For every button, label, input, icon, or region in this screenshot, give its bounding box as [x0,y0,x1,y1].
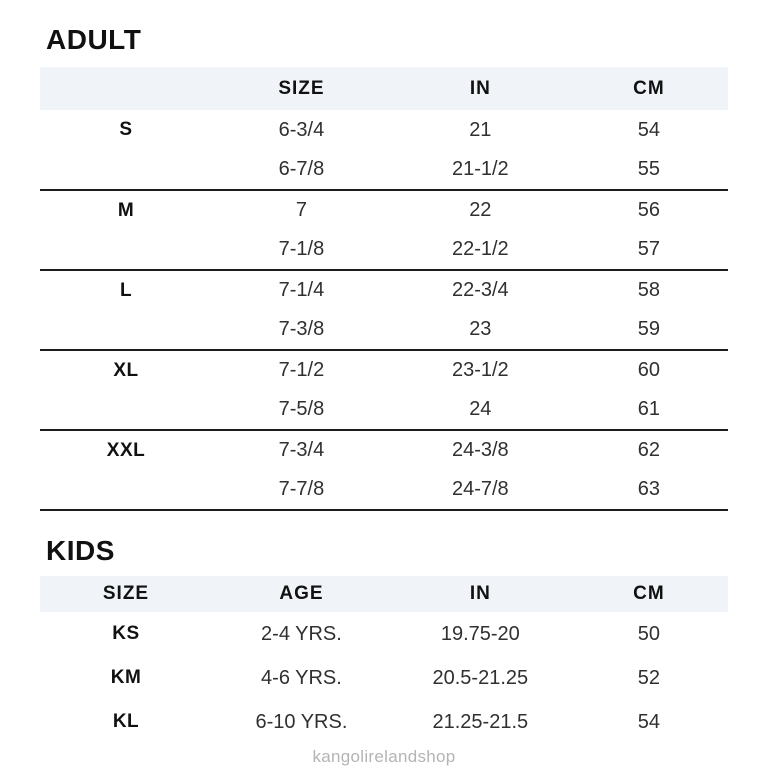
in-cell: 24 [390,390,570,431]
size-cell: 7-3/4 [278,439,325,461]
size-group-label-empty [40,470,212,511]
adult-header-row: SIZE IN CM [40,67,728,110]
table-row: S 6-3/4 21 54 [40,110,728,150]
cm-cell: 61 [569,390,728,431]
table-row: 7-3/8 23 59 [40,310,728,351]
adult-size-table: SIZE IN CM S 6-3/4 21 54 6-7/8 21-1/2 55… [40,67,728,511]
size-group-label: S [119,119,133,140]
in-cell: 22-3/4 [451,279,509,301]
table-row: 6-7/8 21-1/2 55 [40,150,728,191]
kids-header-cm: CM [633,583,665,604]
cm-cell: 52 [637,666,660,689]
table-row: 7-7/8 24-7/8 63 [40,470,728,511]
kids-header-in: IN [469,583,491,604]
kids-section-title: KIDS [46,535,115,566]
size-cell: 6-3/4 [278,118,325,141]
cm-cell: 54 [637,118,660,141]
kids-size-label: KM [110,667,142,688]
in-cell: 19.75-20 [440,622,520,645]
in-cell: 24-7/8 [390,470,570,511]
table-row: L 7-1/4 22-3/4 58 [40,270,728,310]
size-group-label: XL [113,359,139,381]
size-group-label: XXL [106,439,146,461]
size-cell: 6-7/8 [212,150,391,191]
kids-header-row: SIZE AGE IN CM [40,576,728,612]
watermark: kangolirelandshop [312,747,456,766]
table-row: 7-5/8 24 61 [40,390,728,431]
table-row: M 7 22 56 [40,190,728,230]
size-cell: 7-1/2 [278,359,325,381]
table-row: KL 6-10 YRS. 21.25-21.5 54 [40,700,728,744]
in-cell: 21-1/2 [390,150,570,191]
kids-size-label: KL [112,711,140,732]
adult-section-title: ADULT [46,24,142,55]
size-group-label-empty [40,310,212,351]
table-row: 7-1/8 22-1/2 57 [40,230,728,271]
size-cell: 7-1/8 [212,230,391,271]
adult-header-size: SIZE [278,77,325,99]
cm-cell: 54 [637,710,660,733]
size-cell: 7-1/4 [278,279,325,301]
in-cell: 21 [469,118,492,141]
table-row: KS 2-4 YRS. 19.75-20 50 [40,612,728,656]
kids-size-label: KS [112,623,140,644]
cm-cell: 63 [569,470,728,511]
kids-header-age: AGE [279,583,324,604]
kids-size-table: SIZE AGE IN CM KS 2-4 YRS. 19.75-20 50 K… [40,576,728,744]
cm-cell: 57 [569,230,728,271]
in-cell: 22-1/2 [390,230,570,271]
size-cell: 7-5/8 [212,390,391,431]
cm-cell: 59 [569,310,728,351]
age-cell: 4-6 YRS. [261,666,342,689]
in-cell: 23-1/2 [451,359,509,381]
table-row: XL 7-1/2 23-1/2 60 [40,350,728,390]
size-cell: 7 [295,199,307,221]
adult-header-cm: CM [633,77,665,99]
cm-cell: 62 [637,439,660,461]
cm-cell: 60 [637,359,660,381]
in-cell: 23 [390,310,570,351]
cm-cell: 50 [637,622,660,645]
size-group-label-empty [40,150,212,191]
in-cell: 20.5-21.25 [432,666,529,689]
table-row: XXL 7-3/4 24-3/8 62 [40,430,728,470]
adult-header-blank [40,67,212,110]
kids-header-size: SIZE [102,583,150,604]
age-cell: 2-4 YRS. [261,622,342,645]
in-cell: 22 [469,199,492,221]
age-cell: 6-10 YRS. [255,710,348,733]
cm-cell: 58 [637,279,660,301]
in-cell: 21.25-21.5 [432,710,529,733]
table-row: KM 4-6 YRS. 20.5-21.25 52 [40,656,728,700]
cm-cell: 55 [569,150,728,191]
size-group-label: L [119,279,133,301]
size-group-label: M [117,199,135,221]
adult-header-in: IN [469,77,491,99]
size-cell: 7-7/8 [212,470,391,511]
size-group-label-empty [40,390,212,431]
cm-cell: 56 [637,199,660,221]
in-cell: 24-3/8 [451,439,509,461]
size-group-label-empty [40,230,212,271]
size-cell: 7-3/8 [212,310,391,351]
